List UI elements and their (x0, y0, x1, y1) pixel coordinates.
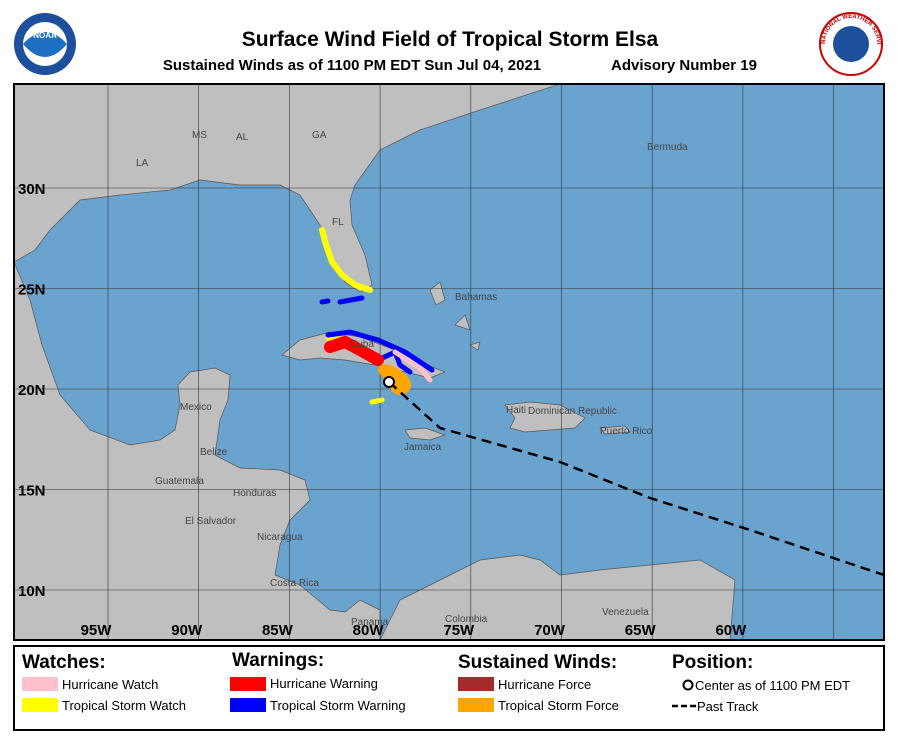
legend-item: Tropical Storm Force (498, 698, 619, 713)
legend-item: Hurricane Watch (62, 677, 158, 692)
longitude-label: 85W (262, 622, 294, 639)
legend-swatch (458, 698, 494, 712)
hurricane-warning (324, 335, 384, 366)
place-label: Puerto Rico (600, 426, 653, 437)
hurricane-watch (392, 349, 433, 383)
legend-item: Hurricane Warning (270, 676, 378, 691)
legend-heading: Position: (672, 652, 753, 673)
legend-swatch (22, 698, 58, 712)
legend-box (13, 645, 885, 731)
hispaniola (504, 401, 586, 433)
place-label: Mexico (180, 402, 212, 413)
graticule (14, 84, 884, 640)
place-label: MS (192, 130, 207, 141)
place-label: Nicaragua (257, 532, 303, 543)
legend-swatch (458, 677, 494, 691)
storm-center (383, 376, 395, 388)
place-label: Venezuela (602, 607, 649, 618)
longitude-label: 65W (625, 622, 657, 639)
legend-item: Center as of 1100 PM EDT (695, 678, 850, 693)
place-label: Belize (200, 447, 228, 458)
tropical-storm-watch-florida (319, 227, 373, 293)
place-label: Guatemala (155, 476, 204, 487)
noaa-bird (23, 32, 67, 57)
place-label: Panama (351, 617, 389, 628)
place-label: Cuba (350, 339, 374, 350)
longitude-label: 95W (81, 622, 113, 639)
place-label: Bermuda (647, 142, 688, 153)
legend-heading: Sustained Winds: (458, 652, 617, 673)
legend-center-symbol (682, 679, 694, 691)
tropical-storm-warning-cuba-south (375, 348, 413, 375)
legend-item: Tropical Storm Watch (62, 698, 186, 713)
place-label: Costa Rica (270, 578, 319, 589)
legend-swatch (22, 677, 58, 691)
legend-swatch (230, 677, 266, 691)
jamaica (404, 427, 447, 441)
place-label: AL (236, 132, 249, 143)
longitude-label: 80W (353, 622, 385, 639)
south-america (379, 554, 736, 640)
place-label: Haiti (506, 405, 526, 416)
advisory-areas (319, 227, 435, 405)
place-label: Bahamas (455, 292, 497, 303)
longitude-label: 90W (171, 622, 203, 639)
legend-heading: Watches: (22, 652, 106, 673)
nws-logo-inner (833, 26, 869, 62)
latitude-label: 15N (18, 483, 46, 500)
map-area: MS AL GA LA FL Bermuda Bahamas Cuba Mexi… (14, 84, 884, 640)
longitude-label: 60W (715, 622, 747, 639)
longitude-label: 70W (534, 622, 566, 639)
place-label: Jamaica (404, 442, 442, 453)
longitude-label: 75W (443, 622, 475, 639)
legend-item: Past Track (697, 699, 759, 714)
legend-item: Hurricane Force (498, 677, 591, 692)
tropical-storm-warning-keys (319, 295, 365, 305)
bahamas (429, 281, 481, 351)
place-label: Dominican Republic (528, 406, 617, 417)
legend-item: Tropical Storm Warning (270, 698, 406, 713)
title: Surface Wind Field of Tropical Storm Els… (242, 28, 659, 51)
place-label: FL (332, 217, 344, 228)
place-labels: MS AL GA LA FL Bermuda Bahamas Cuba Mexi… (136, 130, 688, 628)
noaa-logo-text: NOAA (33, 31, 57, 40)
legend-swatch (230, 698, 266, 712)
legend: Watches: Hurricane Watch Tropical Storm … (22, 650, 850, 714)
latitude-label: 10N (18, 583, 46, 600)
tropical-storm-warning-cuba-north (325, 329, 435, 373)
place-label: Colombia (445, 614, 488, 625)
latitude-label: 20N (18, 382, 46, 399)
puerto-rico (599, 425, 631, 435)
advisory: Advisory Number 19 (611, 57, 757, 74)
map-border (13, 83, 885, 641)
past-track (388, 381, 884, 577)
place-label: El Salvador (185, 516, 237, 527)
place-label: Honduras (233, 488, 276, 499)
place-label: LA (136, 158, 149, 169)
subtitle: Sustained Winds as of 1100 PM EDT Sun Ju… (163, 57, 541, 74)
latitude-label: 25N (18, 282, 46, 299)
axis-labels: 30N 25N 20N 15N 10N 95W 90W 85W 80W 75W 70W 65W 60W (18, 181, 747, 639)
legend-heading: Warnings: (232, 650, 324, 671)
central-america (14, 261, 381, 640)
latitude-label: 30N (18, 181, 46, 198)
place-label: GA (312, 130, 327, 141)
